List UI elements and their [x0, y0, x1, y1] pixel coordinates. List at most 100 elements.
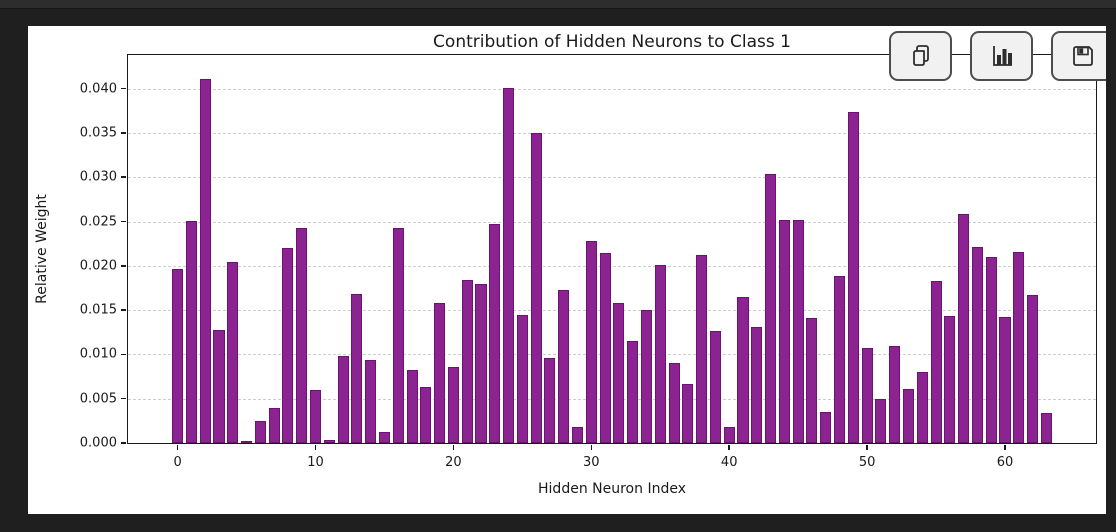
x-tick-label: 30 [583, 455, 600, 470]
chart-button[interactable] [970, 31, 1033, 81]
bar [640, 310, 652, 443]
save-icon [1069, 42, 1097, 70]
bar [889, 346, 901, 443]
bar [503, 87, 515, 443]
bar [585, 241, 597, 443]
bar [944, 316, 956, 443]
bar [737, 296, 749, 443]
gridline [128, 221, 1096, 223]
bar [806, 318, 818, 443]
y-tick-label: 0.030 [79, 169, 117, 185]
bar [599, 252, 611, 443]
bar [392, 227, 404, 443]
bar [254, 420, 266, 443]
bar [461, 280, 473, 443]
bar [958, 214, 970, 443]
gridline [128, 398, 1096, 400]
bar [447, 366, 459, 443]
bar [916, 372, 928, 443]
y-tick-label: 0.010 [79, 346, 117, 362]
x-tick-mark [728, 445, 730, 450]
gridline [128, 177, 1096, 179]
x-tick-mark [314, 445, 317, 450]
bar [365, 359, 377, 443]
x-tick-mark [590, 445, 593, 450]
gridline [128, 132, 1096, 134]
bar [544, 357, 556, 443]
bar [1040, 412, 1052, 443]
y-tick-mark [121, 220, 126, 223]
copy-button[interactable] [889, 31, 952, 81]
bar [847, 111, 859, 443]
x-tick-label: 0 [173, 455, 182, 470]
x-axis-label: Hidden Neuron Index [538, 481, 686, 497]
x-tick-label: 60 [996, 455, 1014, 470]
bar [489, 224, 501, 443]
y-tick-mark [121, 309, 126, 311]
y-tick-label: 0.000 [79, 435, 117, 451]
bar [709, 331, 721, 443]
bar [751, 326, 763, 443]
bar [627, 341, 639, 443]
bar [792, 219, 804, 443]
bar [668, 363, 680, 443]
bar [682, 383, 694, 443]
bar [282, 248, 294, 443]
bar [227, 262, 239, 443]
y-axis-label: Relative Weight [34, 194, 50, 304]
bar [434, 303, 446, 443]
x-tick-mark [1004, 445, 1006, 450]
bar [778, 219, 790, 443]
bar [530, 132, 542, 443]
y-tick-mark [121, 353, 126, 356]
y-tick-label: 0.035 [79, 125, 117, 141]
gridline [128, 88, 1096, 90]
window-titlebar [0, 0, 1116, 9]
x-tick-mark [176, 445, 179, 450]
x-tick-label: 20 [445, 455, 462, 470]
bar [310, 389, 322, 443]
bar [378, 432, 390, 443]
bar [985, 256, 997, 443]
bar [572, 427, 584, 443]
save-button[interactable] [1051, 31, 1114, 81]
bar [1013, 251, 1025, 443]
matplotlib-figure: Contribution of Hidden Neurons to Class … [28, 26, 1106, 514]
bar [268, 407, 280, 443]
bar [337, 356, 349, 443]
x-tick-mark [452, 445, 455, 450]
plot-area: 0.000 0.005 0.010 0.015 0.020 0.025 0.030 0.035… [80, 54, 1097, 470]
y-tick-mark [121, 442, 126, 444]
y-tick-label: 0.015 [79, 302, 117, 318]
bar [172, 269, 184, 443]
y-tick-label: 0.020 [79, 258, 117, 274]
bar [351, 294, 363, 443]
bar [971, 247, 983, 443]
bar [199, 78, 211, 443]
y-tick-mark [121, 265, 126, 267]
bar [613, 303, 625, 443]
x-tick-mark [866, 445, 868, 450]
bar [1027, 295, 1039, 443]
bar [723, 427, 735, 443]
copy-icon [907, 42, 935, 70]
x-tick-label: 10 [307, 455, 324, 470]
y-tick-label: 0.025 [79, 214, 117, 230]
y-tick-label: 0.005 [79, 391, 117, 407]
bar [999, 317, 1011, 443]
y-tick-label: 0.040 [79, 81, 117, 97]
bar [696, 255, 708, 443]
bar [296, 227, 308, 443]
y-tick-mark [121, 176, 126, 178]
bar [516, 314, 528, 443]
y-tick-mark [121, 397, 126, 400]
bar [406, 370, 418, 443]
bar [420, 387, 432, 443]
bar-chart-icon [988, 42, 1016, 70]
bar [930, 280, 942, 443]
bar [241, 441, 253, 443]
bar [834, 275, 846, 443]
bar [875, 398, 887, 443]
y-tick-mark [121, 132, 126, 134]
bar [902, 388, 914, 443]
